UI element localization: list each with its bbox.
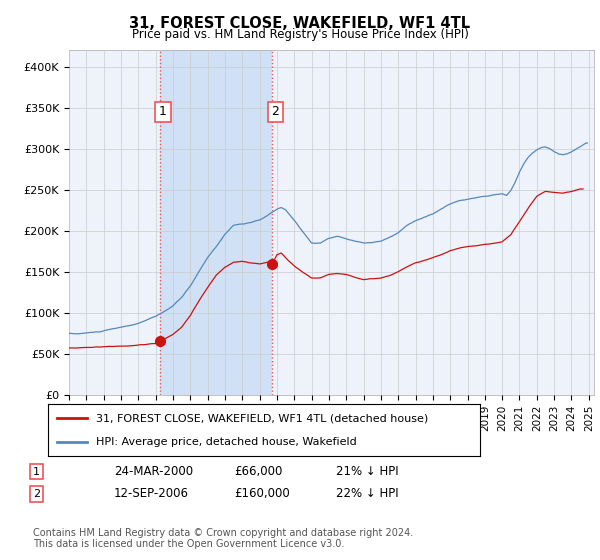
Text: 24-MAR-2000: 24-MAR-2000 <box>114 465 193 478</box>
Text: Price paid vs. HM Land Registry's House Price Index (HPI): Price paid vs. HM Land Registry's House … <box>131 28 469 41</box>
Text: 12-SEP-2006: 12-SEP-2006 <box>114 487 189 501</box>
Text: 1: 1 <box>159 105 167 118</box>
Text: £66,000: £66,000 <box>234 465 283 478</box>
Text: 21% ↓ HPI: 21% ↓ HPI <box>336 465 398 478</box>
Text: £160,000: £160,000 <box>234 487 290 501</box>
Text: Contains HM Land Registry data © Crown copyright and database right 2024.
This d: Contains HM Land Registry data © Crown c… <box>33 528 413 549</box>
Text: 2: 2 <box>272 105 280 118</box>
Text: 2: 2 <box>33 489 40 499</box>
Text: 31, FOREST CLOSE, WAKEFIELD, WF1 4TL (detached house): 31, FOREST CLOSE, WAKEFIELD, WF1 4TL (de… <box>95 413 428 423</box>
Text: HPI: Average price, detached house, Wakefield: HPI: Average price, detached house, Wake… <box>95 437 356 447</box>
Bar <box>160 50 272 395</box>
Text: 1: 1 <box>33 466 40 477</box>
Text: 31, FOREST CLOSE, WAKEFIELD, WF1 4TL: 31, FOREST CLOSE, WAKEFIELD, WF1 4TL <box>130 16 470 31</box>
Text: 22% ↓ HPI: 22% ↓ HPI <box>336 487 398 501</box>
